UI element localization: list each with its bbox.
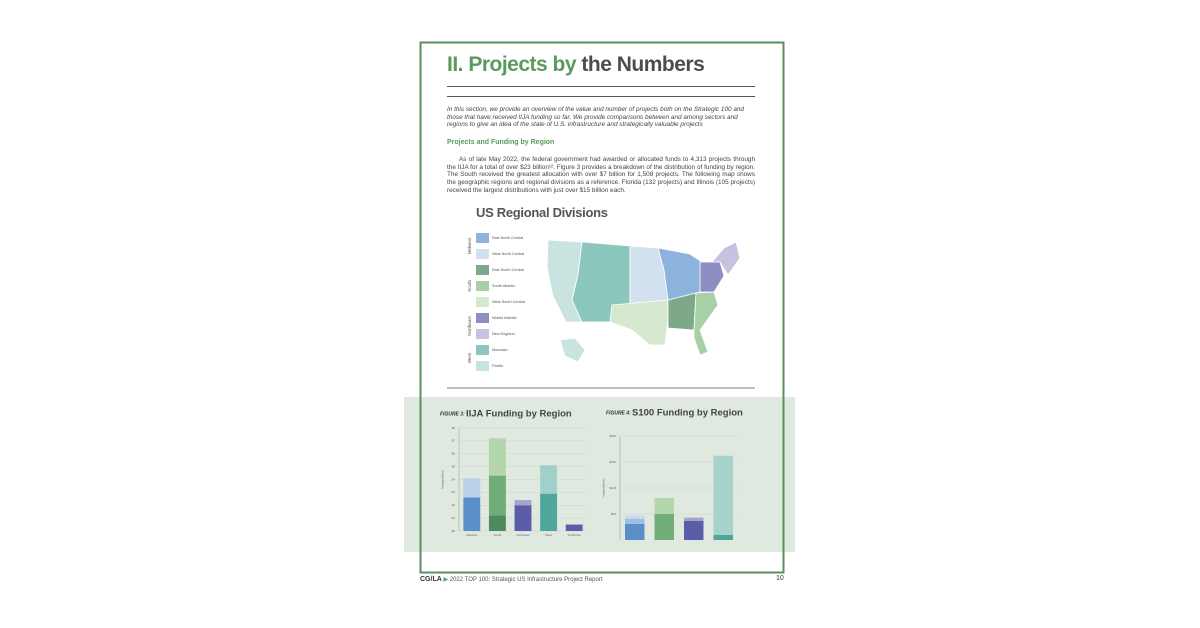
region: [711, 241, 741, 276]
x-tick-label: South: [493, 533, 501, 537]
legend-swatch: [476, 249, 489, 259]
bar-segment: [514, 505, 532, 531]
y-tick-label: $200: [609, 434, 616, 438]
legend-label: Middle Atlantic: [492, 316, 517, 320]
legend-label: East North Central: [492, 236, 523, 240]
bar-segment: [684, 520, 704, 540]
x-tick-label: Midwest: [466, 533, 477, 537]
bar-segment: [625, 515, 645, 519]
legend-label: New England: [492, 332, 515, 336]
x-tick-label: Territories: [568, 533, 582, 537]
rule: [447, 86, 755, 87]
bar-segment: [540, 465, 558, 494]
bar-segment: [540, 493, 558, 531]
bar-segment: [625, 523, 645, 540]
legend-swatch: [476, 265, 489, 275]
bar-segment: [463, 497, 481, 531]
legend-swatch: [476, 329, 489, 339]
y-tick-label: $150: [609, 460, 616, 464]
legend-swatch: [476, 313, 489, 323]
subheading: Projects and Funding by Region: [447, 139, 555, 146]
bar-segment: [713, 534, 733, 540]
bar-segment: [514, 500, 532, 506]
legend-label: Pacific: [492, 364, 503, 368]
legend-group: Northeast: [467, 315, 472, 335]
legend-swatch: [476, 361, 489, 371]
y-tick-label: $8: [452, 426, 456, 430]
region: [699, 261, 725, 293]
region: [609, 299, 669, 346]
legend-swatch: [476, 281, 489, 291]
bar-segment: [684, 517, 704, 521]
map-title: US Regional Divisions: [476, 205, 608, 220]
legend-swatch: [476, 233, 489, 243]
region: [667, 292, 697, 331]
rule: [447, 96, 755, 97]
bar-segment: [654, 514, 674, 540]
bar-segment: [488, 515, 506, 531]
y-tick-label: $5: [452, 464, 456, 468]
legend-group: Midwest: [467, 237, 472, 254]
page-number: 10: [776, 575, 784, 582]
legend-label: East South Central: [492, 268, 524, 272]
bar-segment: [488, 475, 506, 516]
us-map: [546, 239, 741, 363]
chart-band: [404, 397, 795, 552]
title-rest: the Numbers: [581, 53, 705, 76]
footer: CG/LA ▶ 2022 TOP 100: Strategic US Infra…: [420, 576, 603, 583]
y-tick-label: $2: [452, 503, 456, 507]
y-tick-label: $0: [452, 529, 456, 533]
bar-segment: [463, 478, 481, 498]
y-axis-label: Funding (Billions): [603, 478, 606, 497]
y-tick-label: $1: [452, 516, 456, 520]
region: [693, 291, 719, 356]
bar-segment: [488, 438, 506, 476]
y-tick-label: $7: [452, 439, 456, 443]
x-tick-label: Northeast: [516, 533, 529, 537]
legend-group: South: [467, 280, 472, 292]
legend-label: Mountain: [492, 348, 508, 352]
chart-title: IIJA Funding by Region: [466, 409, 572, 420]
y-tick-label: $6: [452, 452, 456, 456]
y-tick-label: $3: [452, 490, 456, 494]
chart-title: S100 Funding by Region: [632, 408, 743, 419]
region: [559, 337, 586, 363]
legend-label: South Atlantic: [492, 284, 515, 288]
bar-segment: [713, 455, 733, 535]
legend-swatch: [476, 297, 489, 307]
body-text: As of late May 2022, the federal governm…: [447, 156, 755, 194]
title-lead: II. Projects by: [447, 53, 577, 76]
bar-segment: [625, 518, 645, 524]
legend-label: West North Central: [492, 252, 524, 256]
brand-arrow: ▶: [443, 577, 449, 583]
legend-swatch: [476, 345, 489, 355]
y-axis-label: Funding (Billions): [442, 470, 445, 489]
legend-label: West South Central: [492, 300, 525, 304]
bar-segment: [565, 524, 583, 531]
brand: CG/LA: [420, 576, 442, 583]
figure-number: FIGURE 3:: [440, 411, 465, 417]
y-tick-label: $100: [609, 486, 616, 490]
report-name: 2022 TOP 100: Strategic US Infrastructur…: [449, 577, 603, 583]
legend-group: West: [467, 352, 472, 363]
section-title: II. Projects by the Numbers: [447, 53, 705, 77]
x-tick-label: West: [545, 533, 552, 537]
figure-number: FIGURE 4:: [606, 410, 631, 416]
bar-segment: [654, 497, 674, 514]
intro-text: In this section, we provide an overview …: [447, 106, 744, 129]
y-tick-label: $4: [452, 477, 456, 481]
y-tick-label: $50: [611, 512, 616, 516]
page-frame: [419, 41, 785, 574]
